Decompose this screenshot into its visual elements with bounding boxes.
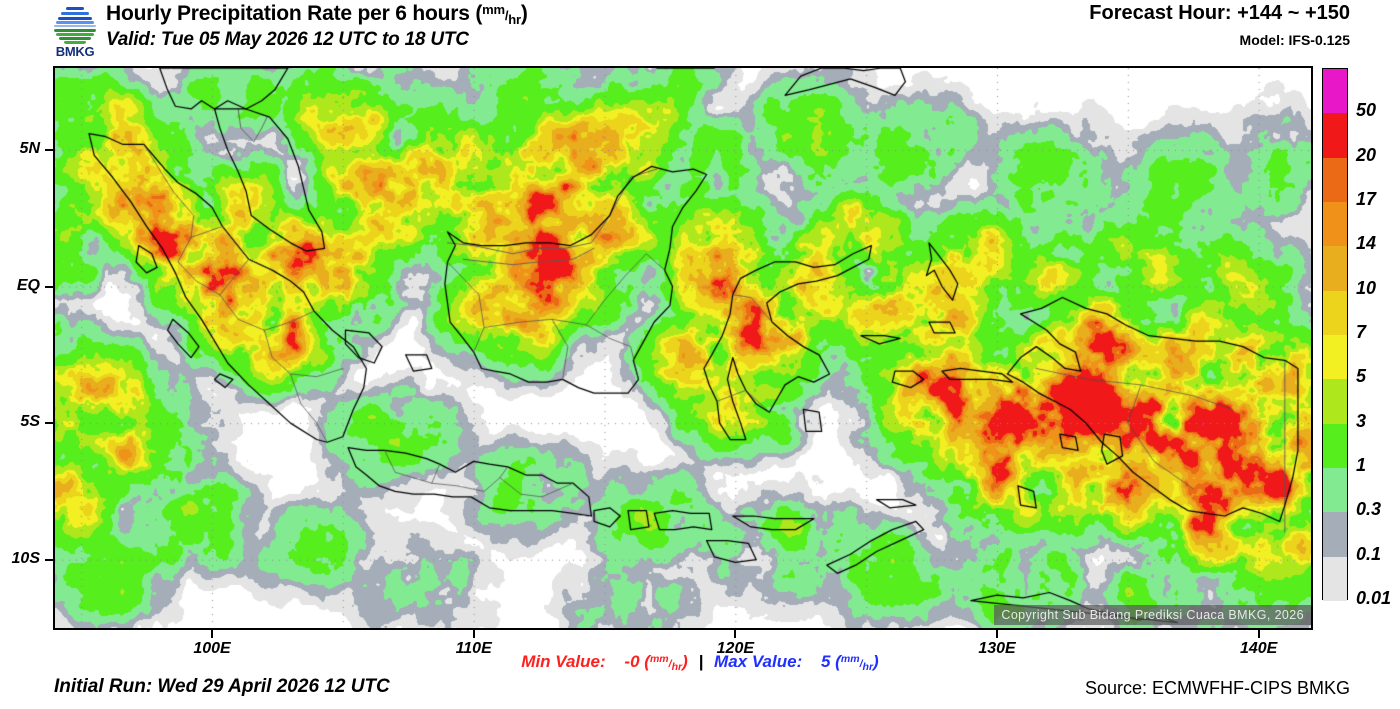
- min-value-unit: (mm/hr): [644, 652, 688, 673]
- colorbar-label: 0.3: [1356, 499, 1382, 520]
- colorbar-band: [1323, 467, 1347, 513]
- colorbar-label: 0.1: [1356, 543, 1382, 564]
- precipitation-map-canvas[interactable]: [55, 68, 1311, 628]
- colorbar: [1322, 68, 1348, 601]
- valid-time-label: Valid: Tue 05 May 2026 12 UTC to 18 UTC: [106, 29, 469, 50]
- colorbar-band: [1323, 556, 1347, 601]
- lon-label: 140E: [1239, 640, 1278, 657]
- lat-label: 5N: [19, 139, 40, 157]
- colorbar-band: [1323, 157, 1347, 202]
- colorbar-band: [1323, 334, 1347, 380]
- lat-tick: [45, 148, 53, 151]
- colorbar-band: [1323, 423, 1347, 468]
- bmkg-logo-label: BMKG: [55, 44, 95, 59]
- lat-tick: [45, 285, 53, 288]
- map-frame[interactable]: Copyright Sub Bidang Prediksi Cuaca BMKG…: [53, 66, 1313, 630]
- lat-tick: [45, 422, 53, 425]
- colorbar-band: [1323, 290, 1347, 335]
- colorbar-label: 7: [1356, 322, 1367, 342]
- lat-label: 10S: [11, 549, 40, 567]
- bmkg-logo: BMKG: [46, 2, 104, 60]
- colorbar-label: 5: [1356, 366, 1367, 387]
- colorbar-label: 1: [1356, 455, 1367, 475]
- lon-tick: [1257, 630, 1260, 638]
- colorbar-label: 50: [1356, 100, 1377, 121]
- colorbar-band: [1323, 69, 1347, 114]
- lat-label: EQ: [16, 276, 40, 294]
- lon-tick: [211, 630, 213, 638]
- minmax-separator: |: [698, 652, 704, 671]
- title-unit-num: mm: [482, 2, 505, 18]
- lon-tick: [996, 630, 998, 638]
- page-title-text: Hourly Precipitation Rate per 6 hours: [106, 2, 470, 25]
- colorbar-label: 3: [1356, 410, 1367, 431]
- colorbar-label: 17: [1356, 189, 1377, 209]
- lon-label: 100E: [193, 640, 231, 657]
- colorbar-label: 14: [1356, 233, 1377, 254]
- page-title-unit: (mm/hr): [475, 2, 528, 27]
- colorbar-band: [1323, 201, 1347, 247]
- colorbar-band: [1323, 246, 1347, 291]
- minmax-readout: Min Value: -0 (mm/hr) | Max Value: 5 (mm…: [0, 652, 1400, 672]
- lon-label: 120E: [716, 640, 755, 657]
- lon-label: 110E: [455, 640, 492, 657]
- bmkg-logo-disc: [53, 2, 97, 46]
- forecast-hour-label: Forecast Hour: +144 ~ +150: [1089, 2, 1350, 24]
- max-value: 5: [820, 652, 831, 671]
- colorbar-band: [1323, 379, 1347, 424]
- colorbar-band: [1323, 113, 1347, 158]
- colorbar-label: 0.01: [1356, 588, 1392, 608]
- title-unit-den: hr: [508, 11, 521, 27]
- lon-tick: [734, 630, 737, 638]
- copyright-watermark: Copyright Sub Bidang Prediksi Cuaca BMKG…: [994, 605, 1311, 625]
- initial-run-label: Initial Run: Wed 29 April 2026 12 UTC: [54, 676, 390, 697]
- colorbar-label: 20: [1356, 144, 1377, 165]
- max-value-unit: (mm/hr): [835, 652, 879, 673]
- lon-label: 130E: [978, 640, 1016, 657]
- model-label: Model: IFS-0.125: [1239, 32, 1350, 48]
- page-title: Hourly Precipitation Rate per 6 hours (m…: [106, 2, 528, 26]
- max-value-label: Max Value:: [714, 652, 803, 671]
- header: BMKG Hourly Precipitation Rate per 6 hou…: [0, 0, 1400, 62]
- lat-label: 5S: [20, 413, 40, 431]
- lon-tick: [472, 630, 475, 638]
- min-value: -0: [624, 652, 640, 671]
- colorbar-label: 10: [1356, 277, 1377, 298]
- source-label: Source: ECMWFHF-CIPS BMKG: [1084, 678, 1350, 698]
- lat-tick: [45, 558, 53, 561]
- colorbar-band: [1323, 512, 1347, 557]
- min-value-label: Min Value:: [521, 652, 606, 671]
